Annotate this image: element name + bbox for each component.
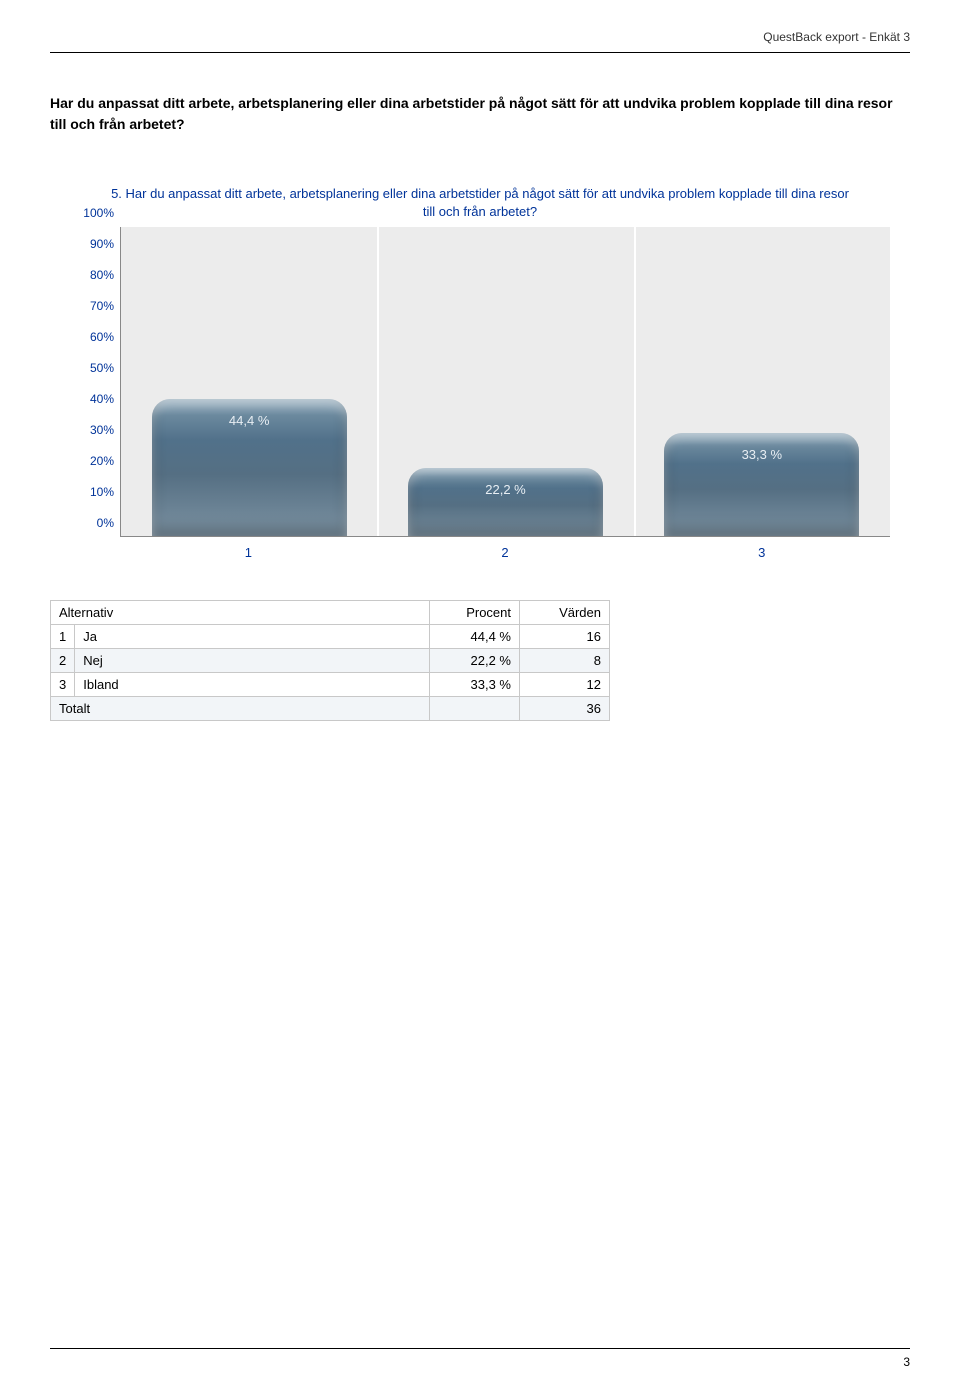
- y-tick-label: 50%: [90, 361, 114, 375]
- y-tick-label: 90%: [90, 237, 114, 251]
- x-category-label: 2: [377, 537, 634, 560]
- table-row: 1Ja44,4 %16: [51, 625, 610, 649]
- y-tick-label: 70%: [90, 299, 114, 313]
- plot-area: 44,4 % 22,2 % 33,3 %: [120, 227, 890, 537]
- page-number: 3: [50, 1355, 910, 1369]
- col-varden: Värden: [520, 601, 610, 625]
- bar: 44,4 %: [152, 399, 347, 536]
- total-percent: [430, 697, 520, 721]
- question-heading: Har du anpassat ditt arbete, arbetsplane…: [50, 93, 910, 135]
- top-divider: [50, 52, 910, 53]
- bars-container: 44,4 % 22,2 % 33,3 %: [121, 227, 890, 536]
- bar-value-label: 22,2 %: [485, 482, 525, 497]
- total-value: 36: [520, 697, 610, 721]
- bar-value-label: 33,3 %: [742, 447, 782, 462]
- table-row: 3Ibland33,3 %12: [51, 673, 610, 697]
- row-value: 8: [520, 649, 610, 673]
- bar-slot: 33,3 %: [634, 227, 890, 536]
- row-percent: 22,2 %: [430, 649, 520, 673]
- bar-value-label: 44,4 %: [229, 413, 269, 428]
- grid-vertical: [634, 227, 636, 536]
- bar-slot: 44,4 %: [121, 227, 377, 536]
- y-tick-label: 40%: [90, 392, 114, 406]
- bar-chart: 5. Har du anpassat ditt arbete, arbetspl…: [70, 185, 890, 560]
- y-tick-label: 100%: [83, 206, 114, 220]
- row-label: Nej: [75, 649, 430, 673]
- row-percent: 33,3 %: [430, 673, 520, 697]
- y-tick-label: 10%: [90, 485, 114, 499]
- bar: 33,3 %: [664, 433, 859, 536]
- row-percent: 44,4 %: [430, 625, 520, 649]
- chart-area: 0%10%20%30%40%50%60%70%80%90%100% 44,4 %…: [70, 227, 890, 537]
- row-index: 1: [51, 625, 75, 649]
- bottom-divider: [50, 1348, 910, 1349]
- export-header: QuestBack export - Enkät 3: [50, 30, 910, 52]
- chart-title: 5. Har du anpassat ditt arbete, arbetspl…: [70, 185, 890, 221]
- x-category-label: 3: [633, 537, 890, 560]
- x-category-label: 1: [120, 537, 377, 560]
- table-total-row: Totalt 36: [51, 697, 610, 721]
- grid-vertical: [377, 227, 379, 536]
- y-tick-label: 80%: [90, 268, 114, 282]
- row-value: 16: [520, 625, 610, 649]
- col-alternativ: Alternativ: [51, 601, 430, 625]
- total-label: Totalt: [51, 697, 430, 721]
- table-row: 2Nej22,2 %8: [51, 649, 610, 673]
- row-label: Ibland: [75, 673, 430, 697]
- results-table: Alternativ Procent Värden 1Ja44,4 %162Ne…: [50, 600, 610, 721]
- page-footer: 3: [50, 1348, 910, 1369]
- row-label: Ja: [75, 625, 430, 649]
- y-tick-label: 20%: [90, 454, 114, 468]
- col-procent: Procent: [430, 601, 520, 625]
- bar-slot: 22,2 %: [377, 227, 633, 536]
- row-index: 2: [51, 649, 75, 673]
- y-axis: 0%10%20%30%40%50%60%70%80%90%100%: [70, 227, 120, 537]
- y-tick-label: 0%: [97, 516, 114, 530]
- row-value: 12: [520, 673, 610, 697]
- y-tick-label: 30%: [90, 423, 114, 437]
- bar: 22,2 %: [408, 468, 603, 537]
- x-axis: 123: [120, 537, 890, 560]
- row-index: 3: [51, 673, 75, 697]
- y-tick-label: 60%: [90, 330, 114, 344]
